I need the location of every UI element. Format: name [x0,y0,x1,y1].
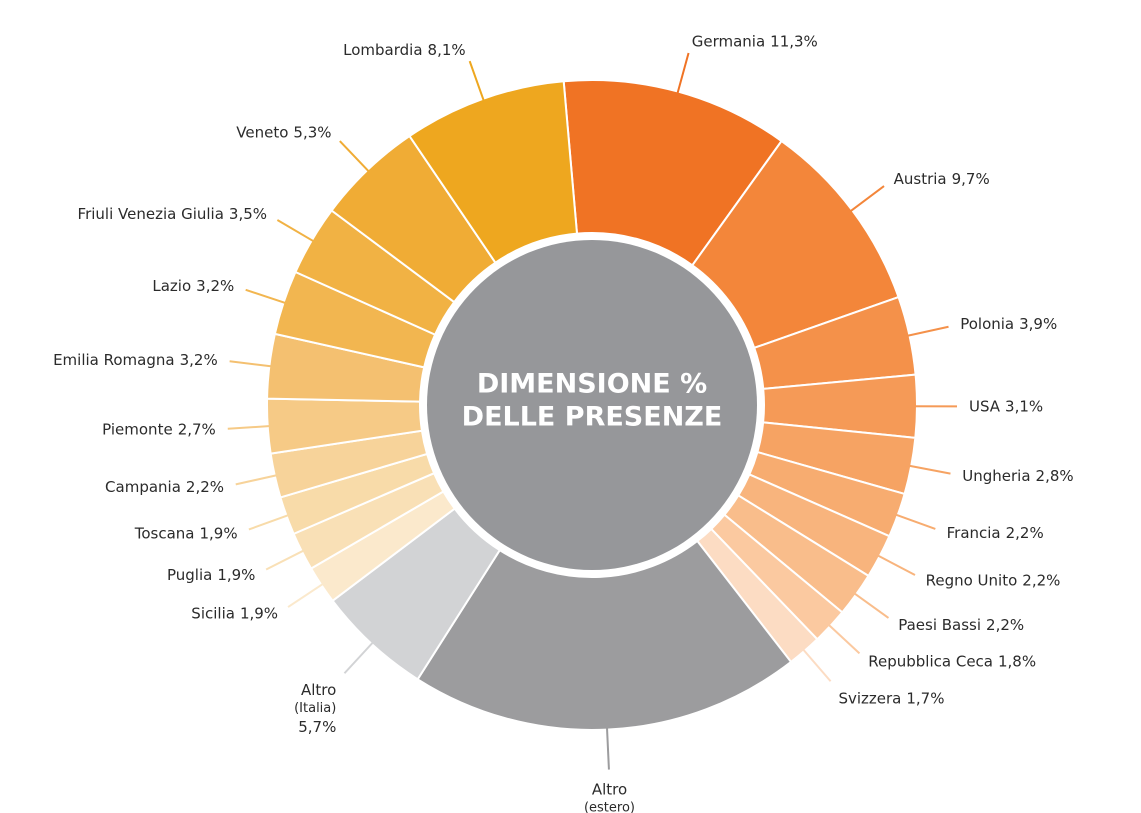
value-label: 3,5% [229,204,267,222]
slice-label: USA 3,1% [969,397,1043,415]
category-name: Toscana [134,524,195,542]
leader-line [339,140,376,178]
category-name: Paesi Bassi [898,615,981,633]
leader-line [899,325,949,339]
slice-label: Repubblica Ceca 1,8% [868,652,1036,670]
category-name: Ungheria [962,466,1030,484]
slice-label: Toscana 1,9% [134,524,238,542]
leader-line [229,360,280,369]
value-label: 1,9% [217,565,255,583]
category-name: Svizzera [838,689,901,707]
category-name: Campania [105,477,181,495]
slice-label: Polonia 3,9% [960,315,1057,333]
leader-line [901,463,951,475]
slice-label: Piemonte 2,7% [102,420,216,438]
category-name: Piemonte [102,420,173,438]
leader-line [287,578,331,608]
category-name: Regno Unito [926,571,1018,589]
value-label: 1,9% [199,524,237,542]
value-label: 3,9% [1019,315,1057,333]
category-name: Sicilia [191,604,235,622]
slice-label: Lazio 3,2% [152,277,234,295]
leader-line [265,546,312,571]
slice-label: Altro(estero)19,5% [584,780,635,813]
slice-label: Francia 2,2% [947,523,1044,541]
leader-line [887,510,936,530]
value-label: 1,7% [906,689,944,707]
value-label: 2,2% [986,615,1024,633]
category-name: Repubblica Ceca [868,652,993,670]
value-label: 1,8% [998,652,1036,670]
value-label: 5,7% [298,718,336,736]
slice-label: Altro (Italia) 5,7% [294,681,336,736]
value-label: 9,7% [952,169,990,187]
leader-line [822,618,861,655]
slice-label: Germania 11,3% [692,32,818,50]
leader-line [847,587,890,619]
category-name: Francia [947,523,1001,541]
value-label: 2,7% [178,420,216,438]
category-detail: (estero) [584,800,635,813]
slice [408,80,579,265]
category-name: USA [969,397,1001,415]
category-name: Friuli Venezia Giulia [78,204,224,222]
value-label: 2,2% [1006,523,1044,541]
slice-label: Emilia Romagna 3,2% [53,350,218,368]
leader-line [227,424,278,430]
value-label: 11,3% [770,32,818,50]
slice [416,539,793,731]
category-name: Lombardia [343,40,422,58]
category-name: Germania [692,32,765,50]
center-title: DIMENSIONE % [477,369,707,400]
slice-label: Lombardia 8,1% [343,40,466,58]
category-detail: (Italia) [294,701,336,716]
leader-line [248,511,297,531]
value-label: 1,9% [240,604,278,622]
category-name: Lazio [152,277,191,295]
leader-line [605,719,610,770]
donut [227,52,958,770]
slice-label: Campania 2,2% [105,477,224,495]
leader-line [276,219,321,247]
labels: Germania 11,3%Austria 9,7%Polonia 3,9%USA 3,… [53,32,1074,813]
leader-line [468,60,488,109]
category-name: Emilia Romagna [53,350,175,368]
leader-line [235,472,285,486]
center-circle [427,240,757,570]
leader-line [870,550,916,576]
category-name: Altro [592,780,627,798]
category-name: Veneto [236,123,288,141]
value-label: 2,2% [186,477,224,495]
slice-label: Puglia 1,9% [167,565,255,583]
category-name: Polonia [960,315,1014,333]
slice-label: Paesi Bassi 2,2% [898,615,1024,633]
value-label: 5,3% [293,123,331,141]
leader-line [843,185,885,217]
leader-line [245,288,294,307]
value-label: 3,2% [196,277,234,295]
category-name: Puglia [167,565,212,583]
category-name: Austria [894,169,947,187]
value-label: 2,8% [1036,466,1074,484]
leader-line [343,635,380,674]
slice-label: Regno Unito 2,2% [926,571,1061,589]
leader-line [797,642,832,682]
slice-label: Svizzera 1,7% [838,689,944,707]
value-label: 3,1% [1005,397,1043,415]
slice-label: Austria 9,7% [894,169,990,187]
value-label: 2,2% [1022,571,1060,589]
center-title: DELLE PRESENZE [462,402,723,433]
value-label: 3,2% [180,350,218,368]
slice-label: Friuli Venezia Giulia 3,5% [78,204,267,222]
slice-label: Veneto 5,3% [236,123,331,141]
leader-line [674,52,690,102]
value-label: 8,1% [428,40,466,58]
slice-label: Sicilia 1,9% [191,604,278,622]
category-name: Altro [301,681,336,699]
slice-label: Ungheria 2,8% [962,466,1073,484]
